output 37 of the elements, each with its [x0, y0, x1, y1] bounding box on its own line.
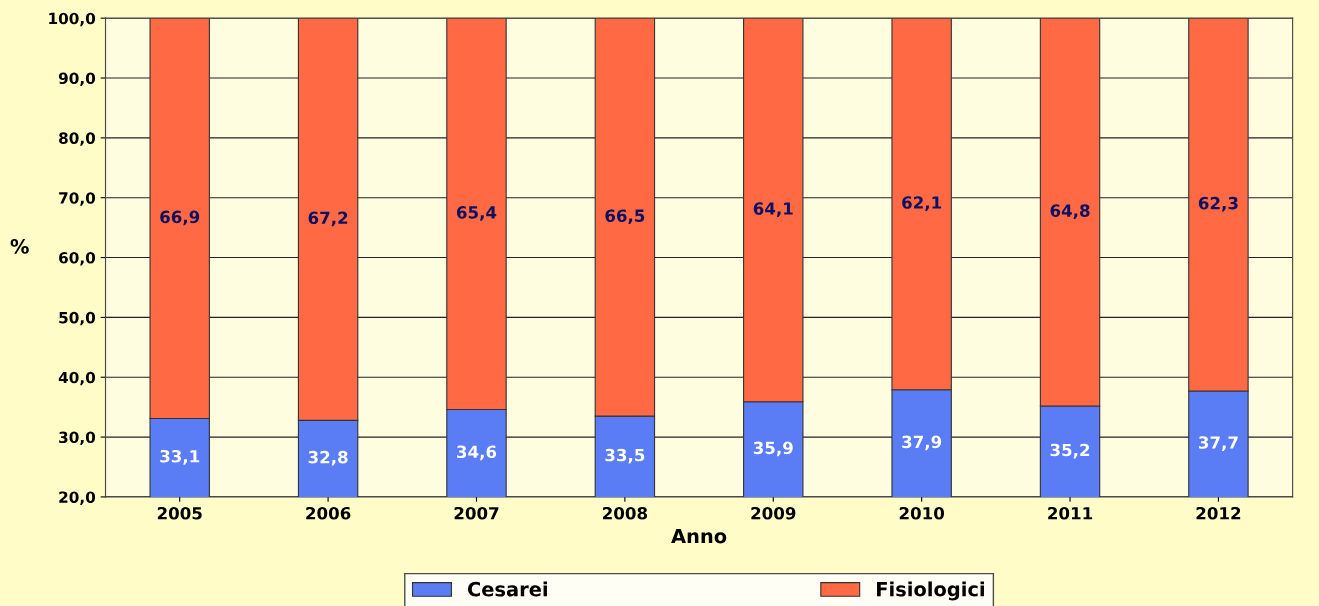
data-label: 62,1	[902, 196, 942, 211]
y-axis-title: %	[10, 239, 29, 254]
x-tick-label: 2008	[603, 506, 648, 520]
legend-label: Fisiologici	[877, 581, 984, 601]
y-tick-label: 80,0	[59, 132, 96, 146]
data-label: 37,7	[1198, 436, 1238, 451]
data-label: 32,8	[308, 450, 348, 466]
y-tick-label: 50,0	[59, 311, 96, 326]
x-tick-label: 2005	[157, 506, 202, 520]
data-label: 65,4	[456, 206, 497, 221]
data-label: 35,9	[753, 441, 793, 457]
data-label: 67,2	[308, 211, 348, 227]
data-label: 66,9	[160, 210, 200, 226]
data-label: 35,2	[1050, 443, 1090, 459]
data-label: 33,1	[160, 449, 200, 465]
x-tick-label: 2007	[454, 506, 499, 520]
y-tick-label: 100,0	[49, 12, 96, 27]
x-tick-label: 2012	[1196, 506, 1241, 520]
data-label: 34,6	[457, 445, 497, 461]
x-tick-label: 2010	[899, 506, 945, 520]
x-tick-label: 2006	[306, 506, 351, 520]
data-label: 37,9	[902, 435, 942, 451]
legend-label: Cesarei	[467, 581, 547, 597]
data-label: 66,5	[605, 209, 645, 225]
x-tick-label: 2009	[751, 506, 796, 520]
x-tick-label: 2011	[1048, 506, 1093, 520]
y-tick-label: 40,0	[58, 371, 96, 386]
y-tick-label: 60,0	[59, 252, 96, 266]
y-tick-label: 20,0	[59, 491, 96, 505]
data-label: 33,5	[605, 448, 645, 464]
y-tick-label: 70,0	[59, 192, 96, 206]
data-label: 64,1	[753, 202, 793, 217]
data-label: 64,8	[1050, 204, 1090, 220]
y-tick-label: 90,0	[58, 72, 96, 86]
data-label: 62,3	[1198, 196, 1238, 212]
y-tick-label: 30,0	[59, 431, 96, 446]
x-axis-title: Anno	[671, 528, 727, 544]
